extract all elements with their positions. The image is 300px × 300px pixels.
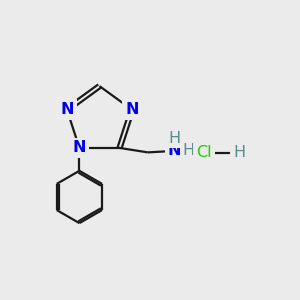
Text: H: H [169, 131, 181, 146]
Text: N: N [125, 102, 139, 117]
Text: H: H [182, 143, 195, 158]
Text: N: N [60, 102, 74, 117]
Text: Cl: Cl [196, 146, 211, 160]
Text: N: N [73, 140, 86, 155]
Text: H: H [233, 146, 245, 160]
Text: N: N [168, 143, 181, 158]
